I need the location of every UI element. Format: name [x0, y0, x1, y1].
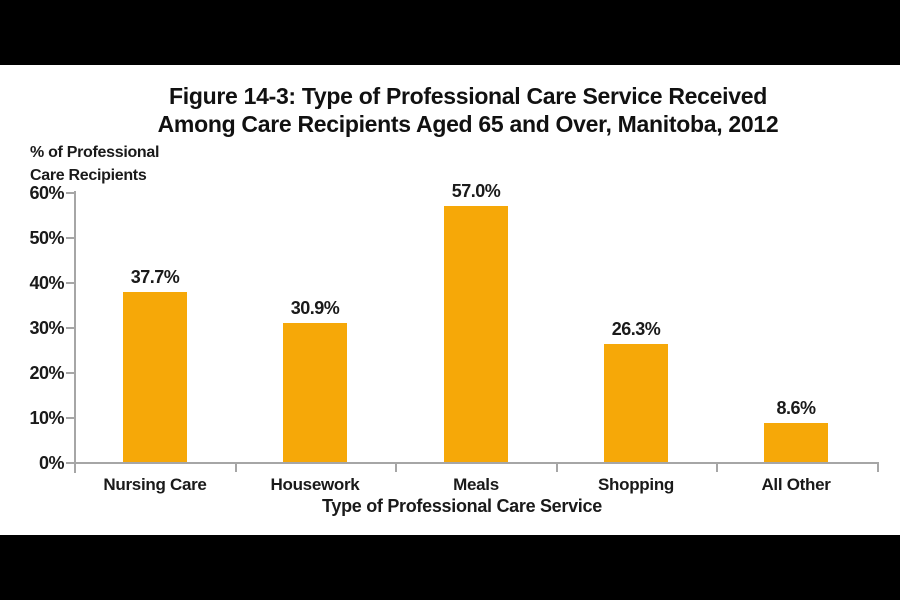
bar-value-label: 37.7%: [130, 267, 180, 288]
y-tick: [66, 192, 75, 194]
category-label: Housework: [270, 475, 360, 494]
x-axis-line: [67, 462, 878, 464]
category-label: All Other: [761, 475, 831, 494]
letterbox-bottom: [0, 535, 900, 600]
letterbox-top: [0, 0, 900, 65]
chart-title-line1: Figure 14-3: Type of Professional Care S…: [169, 83, 767, 109]
x-axis-title: Type of Professional Care Service: [322, 496, 602, 516]
y-tick: [66, 462, 75, 464]
y-tick-label: 50%: [29, 228, 64, 248]
y-tick-label: 30%: [29, 318, 64, 338]
category-label: Meals: [453, 475, 499, 494]
y-tick-label: 40%: [29, 273, 64, 293]
x-tick: [74, 462, 76, 472]
y-tick-label: 0%: [38, 453, 65, 473]
bar: [444, 205, 508, 462]
chart-panel: Figure 14-3: Type of Professional Care S…: [0, 65, 900, 535]
y-tick-label: 20%: [29, 363, 64, 383]
y-axis-title-line1: % of Professional: [30, 144, 160, 161]
category-label: Nursing Care: [103, 475, 207, 494]
x-tick: [877, 462, 879, 472]
x-tick: [716, 462, 718, 472]
bar-value-label: 57.0%: [451, 180, 501, 201]
y-axis-title-line2: Care Recipients: [30, 167, 147, 184]
bar-value-label: 8.6%: [776, 398, 816, 419]
plot-area: 0% 10% 20% 30% 40% 50% 60% 37.7% Nursing Care 30.…: [0, 65, 900, 535]
bar: [604, 343, 668, 462]
y-tick: [66, 282, 75, 284]
y-tick: [66, 417, 75, 419]
x-tick: [395, 462, 397, 472]
y-axis-line: [74, 191, 76, 473]
x-tick: [235, 462, 237, 472]
y-tick-label: 60%: [29, 183, 64, 203]
bar: [764, 423, 828, 462]
y-tick: [66, 237, 75, 239]
bar: [123, 292, 187, 462]
y-tick: [66, 372, 75, 374]
y-tick-label: 10%: [29, 408, 64, 428]
category-label: Shopping: [598, 475, 674, 494]
chart-title-line2: Among Care Recipients Aged 65 and Over, …: [157, 111, 779, 137]
x-tick: [556, 462, 558, 472]
y-tick: [66, 327, 75, 329]
bar-value-label: 26.3%: [611, 318, 661, 339]
bar-value-label: 30.9%: [290, 297, 340, 318]
bar: [283, 322, 347, 462]
